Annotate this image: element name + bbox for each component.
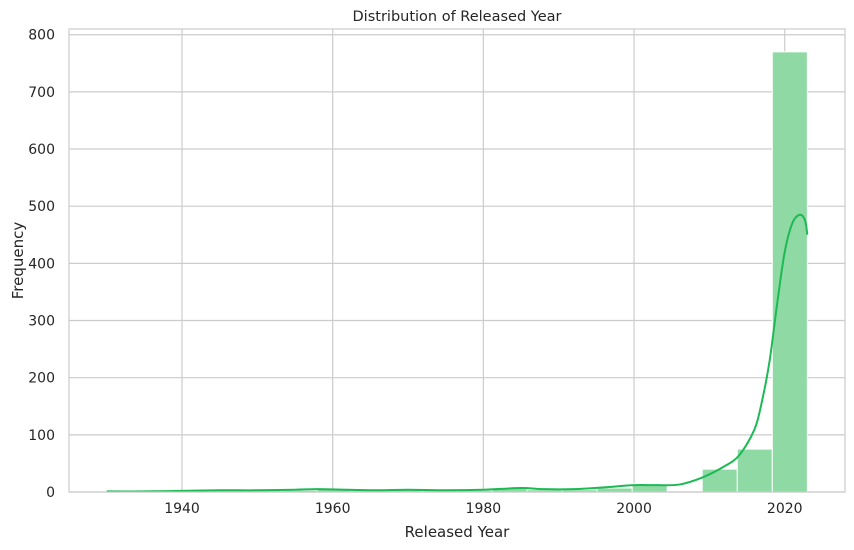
y-tick-label: 700 (28, 85, 55, 101)
histogram-bars (106, 51, 808, 493)
x-axis-ticks: 1940 1960 1980 2000 2020 (164, 501, 802, 517)
x-axis-label: Released Year (405, 523, 510, 541)
y-tick-label: 300 (28, 314, 55, 330)
y-tick-label: 0 (46, 485, 55, 501)
kde-curve-layer (106, 213, 809, 493)
kde-curve (106, 213, 809, 493)
chart-title: Distribution of Released Year (353, 9, 562, 25)
x-tick-label: 1940 (164, 501, 200, 517)
y-axis-label: Frequency (9, 222, 27, 300)
x-tick-label: 1960 (315, 501, 351, 517)
y-tick-label: 500 (28, 199, 55, 215)
y-tick-label: 600 (28, 142, 55, 158)
histogram-bar (596, 487, 633, 493)
y-tick-label: 200 (28, 371, 55, 387)
y-axis-ticks: 0 100 200 300 400 500 600 700 800 (28, 28, 55, 501)
x-tick-label: 2000 (616, 501, 652, 517)
grid-lines (69, 29, 845, 493)
x-tick-label: 1980 (466, 501, 502, 517)
histogram-bar (701, 468, 738, 493)
y-tick-label: 800 (28, 28, 55, 44)
y-tick-label: 400 (28, 256, 55, 272)
histogram-bar (736, 448, 773, 493)
x-tick-label: 2020 (767, 501, 803, 517)
y-tick-label: 100 (28, 428, 55, 444)
plot-frame (68, 28, 846, 493)
histogram-bar (771, 51, 808, 493)
